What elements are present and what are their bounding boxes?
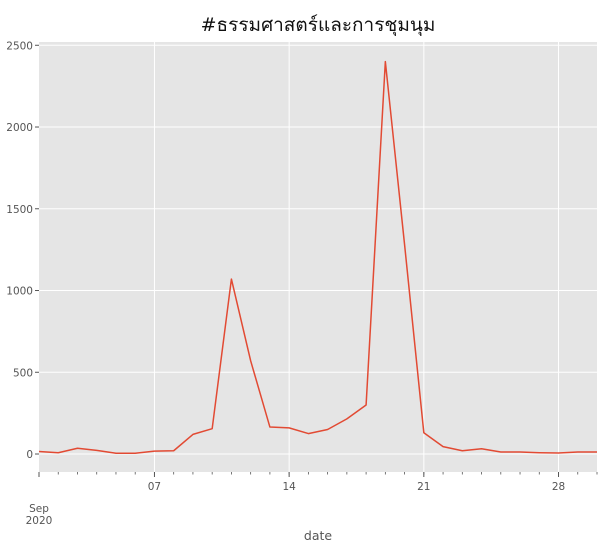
x-tick-label: 07 bbox=[148, 481, 161, 493]
x-major-label-year: 2020 bbox=[26, 515, 53, 527]
y-tick-label: 1000 bbox=[6, 286, 33, 298]
x-axis-title: date bbox=[304, 528, 332, 543]
x-tick-label: 28 bbox=[552, 481, 565, 493]
series-line bbox=[38, 60, 597, 454]
y-tick-label: 500 bbox=[13, 367, 33, 379]
y-tick-label: 2000 bbox=[6, 122, 33, 134]
y-tick-labels: 0 500 1000 1500 2000 2500 bbox=[6, 40, 33, 461]
x-major-label-month: Sep bbox=[29, 503, 49, 515]
x-tick-labels: 07 14 21 28 bbox=[148, 481, 565, 493]
chart-title: #ธรรมศาสตร์และการชุมนุม bbox=[201, 14, 436, 37]
y-tick-label: 1500 bbox=[6, 204, 33, 216]
plot-background bbox=[39, 42, 597, 472]
grid-lines bbox=[39, 42, 597, 472]
x-tick-label: 14 bbox=[282, 481, 296, 493]
x-tick-label: 21 bbox=[417, 481, 430, 493]
y-tick-label: 0 bbox=[26, 449, 33, 461]
series-layer bbox=[38, 60, 597, 454]
y-tick-label: 2500 bbox=[6, 40, 33, 52]
tick-marks bbox=[35, 44, 598, 477]
